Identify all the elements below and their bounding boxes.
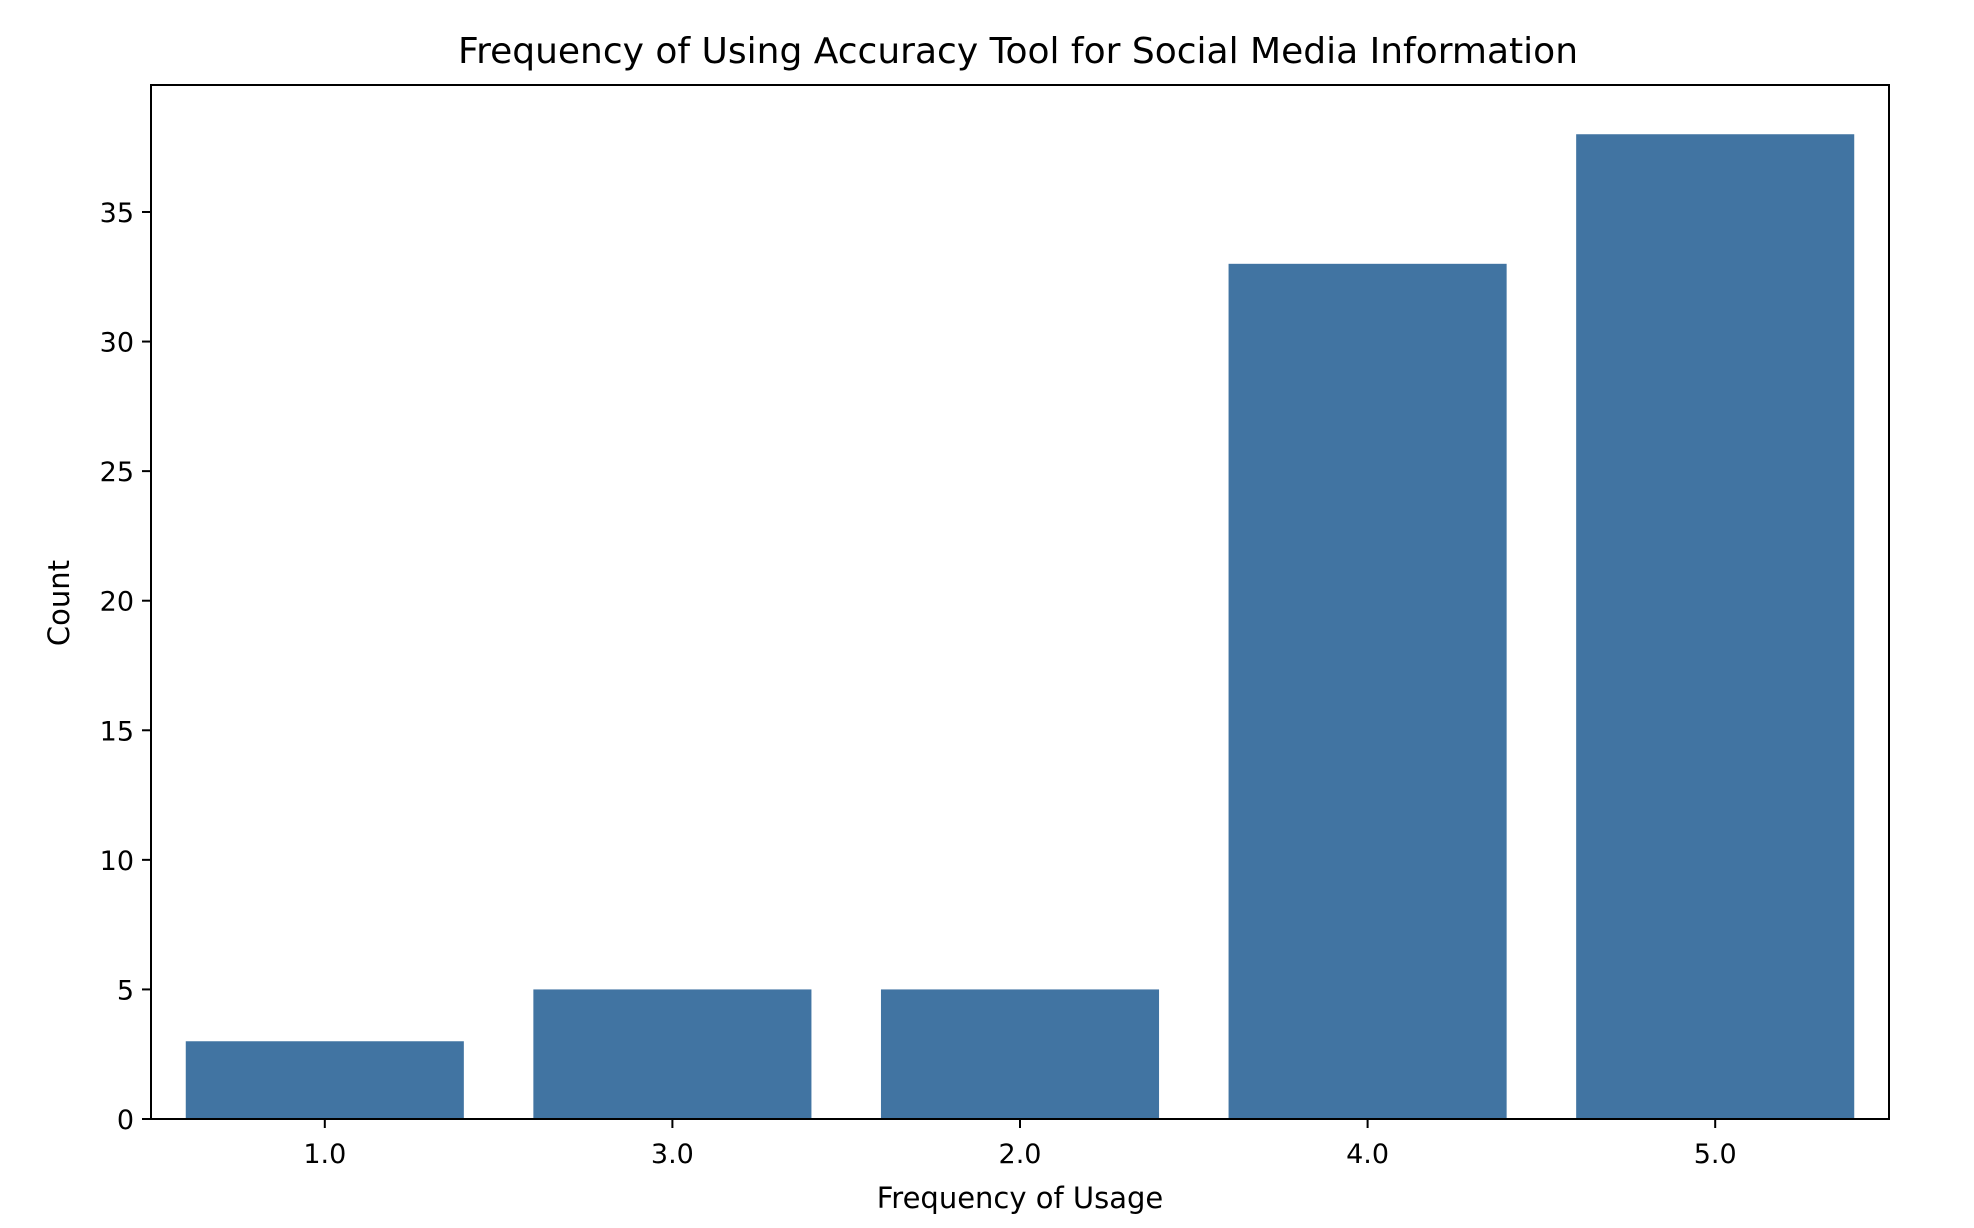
x-axis-label: Frequency of Usage (877, 1181, 1164, 1215)
bar-3.0 (533, 989, 812, 1119)
x-axis: 1.0 3.0 2.0 4.0 5.0 (303, 1119, 1737, 1170)
y-tick-label: 20 (100, 587, 134, 618)
bar-2.0 (880, 989, 1160, 1119)
x-tick-label: 3.0 (651, 1139, 694, 1170)
bars-layer (185, 134, 1855, 1120)
y-tick-label: 15 (100, 716, 134, 747)
bar-1.0 (185, 1041, 464, 1119)
y-tick-label: 0 (117, 1105, 134, 1136)
bar-4.0 (1228, 263, 1507, 1120)
bar-5.0 (1576, 134, 1855, 1119)
y-tick-label: 25 (100, 457, 134, 488)
x-tick-label: 5.0 (1694, 1139, 1737, 1170)
plot-frame (150, 84, 1890, 1120)
y-tick-label: 10 (100, 846, 134, 877)
y-tick-label: 30 (100, 328, 134, 359)
chart-title: Frequency of Using Accuracy Tool for Soc… (458, 31, 1578, 72)
y-axis-label: Count (42, 560, 76, 646)
x-tick-label: 4.0 (1346, 1139, 1389, 1170)
y-tick-label: 35 (100, 198, 134, 229)
x-tick-label: 2.0 (999, 1139, 1042, 1170)
y-axis: 0 5 10 15 20 25 30 35 (100, 198, 151, 1136)
x-tick-label: 1.0 (303, 1139, 346, 1170)
y-tick-label: 5 (117, 975, 134, 1006)
